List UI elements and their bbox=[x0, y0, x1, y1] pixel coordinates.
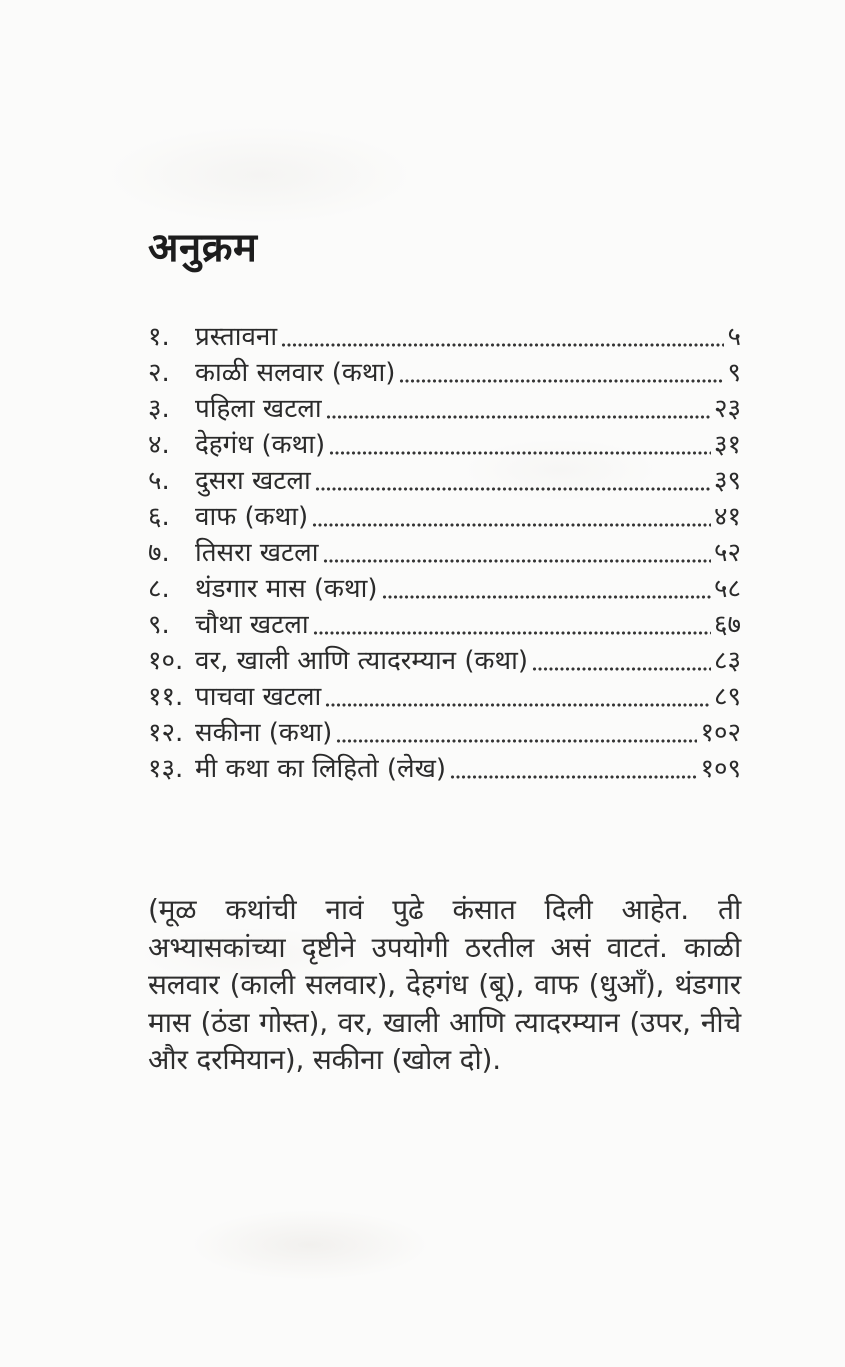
toc-entry-number: ८. bbox=[148, 574, 170, 604]
toc-entry-number: ७. bbox=[148, 538, 170, 568]
toc-entry-page: ४१ bbox=[713, 502, 741, 532]
toc-entry-page: १०९ bbox=[700, 754, 741, 784]
toc-entry-title: चौथा खटला bbox=[195, 610, 309, 640]
toc-entry-page: ५ bbox=[727, 322, 741, 352]
toc-entry: ८. थंडगार मास (कथा) ५८ bbox=[148, 571, 741, 607]
dot-leader bbox=[322, 556, 711, 566]
toc-entry-page: ५२ bbox=[713, 538, 741, 568]
dot-leader bbox=[450, 772, 698, 782]
dot-leader bbox=[336, 736, 698, 746]
dot-leader bbox=[531, 664, 711, 674]
toc-entry-number: १३. bbox=[148, 754, 184, 784]
toc-entry-number: ९. bbox=[148, 610, 170, 640]
toc-entry: ९. चौथा खटला ६७ bbox=[148, 607, 741, 643]
toc-entry: ७. तिसरा खटला ५२ bbox=[148, 535, 741, 571]
toc-entry-title: तिसरा खटला bbox=[195, 538, 319, 568]
toc-entry-title: थंडगार मास (कथा) bbox=[195, 574, 378, 604]
toc-entry-number: ६. bbox=[148, 502, 170, 532]
toc-entry-page: २३ bbox=[713, 394, 741, 424]
toc-entry-title: दुसरा खटला bbox=[195, 466, 311, 496]
toc-entry-number: ११. bbox=[148, 682, 184, 712]
toc-entry-page: १०२ bbox=[700, 718, 741, 748]
toc-entry-title: काळी सलवार (कथा) bbox=[195, 358, 396, 388]
toc-entry-title: वर, खाली आणि त्यादरम्यान (कथा) bbox=[195, 646, 528, 676]
toc-entry-title: पहिला खटला bbox=[195, 394, 322, 424]
dot-leader bbox=[312, 628, 711, 638]
toc-entry: ६. वाफ (कथा) ४१ bbox=[148, 499, 741, 535]
table-of-contents: १. प्रस्तावना ५ २. काळी सलवार (कथा) ९ ३.… bbox=[148, 319, 741, 787]
toc-entry-number: १०. bbox=[148, 646, 184, 676]
toc-entry-page: ५८ bbox=[713, 574, 741, 604]
toc-entry-page: ९ bbox=[727, 358, 741, 388]
toc-entry-page: ६७ bbox=[713, 610, 741, 640]
toc-entry-title: देहगंध (कथा) bbox=[195, 430, 326, 460]
dot-leader bbox=[312, 520, 711, 530]
toc-entry-number: २. bbox=[148, 358, 170, 388]
toc-entry-number: ४. bbox=[148, 430, 170, 460]
toc-entry-page: ८३ bbox=[713, 646, 741, 676]
toc-entry: ११. पाचवा खटला ८९ bbox=[148, 679, 741, 715]
dot-leader bbox=[399, 376, 725, 386]
toc-entry: २. काळी सलवार (कथा) ९ bbox=[148, 355, 741, 391]
toc-entry-title: मी कथा का लिहितो (लेख) bbox=[195, 754, 446, 784]
toc-entry: ५. दुसरा खटला ३९ bbox=[148, 463, 741, 499]
page-title: अनुक्रम bbox=[148, 225, 258, 271]
toc-entry-number: ३. bbox=[148, 394, 170, 424]
toc-entry: ४. देहगंध (कथा) ३१ bbox=[148, 427, 741, 463]
dot-leader bbox=[314, 484, 711, 494]
page-content: अनुक्रम १. प्रस्तावना ५ २. काळी सलवार (क… bbox=[148, 218, 741, 1079]
toc-entry-page: ३१ bbox=[713, 430, 741, 460]
translator-note: (मूळ कथांची नावं पुढे कंसात दिली आहेत. त… bbox=[148, 893, 741, 1076]
toc-entry-title: पाचवा खटला bbox=[195, 682, 322, 712]
toc-entry-title: प्रस्तावना bbox=[195, 322, 278, 352]
toc-entry-page: ८९ bbox=[713, 682, 741, 712]
toc-entry-number: १. bbox=[148, 322, 170, 352]
dot-leader bbox=[325, 412, 711, 422]
toc-entry-number: १२. bbox=[148, 718, 184, 748]
dot-leader bbox=[325, 700, 711, 710]
toc-entry: १३. मी कथा का लिहितो (लेख) १०९ bbox=[148, 751, 741, 787]
dot-leader bbox=[281, 340, 725, 350]
dot-leader bbox=[381, 592, 711, 602]
toc-entry: १. प्रस्तावना ५ bbox=[148, 319, 741, 355]
toc-entry-title: सकीना (कथा) bbox=[195, 718, 333, 748]
toc-entry-number: ५. bbox=[148, 466, 170, 496]
toc-entry-title: वाफ (कथा) bbox=[195, 502, 309, 532]
toc-entry-page: ३९ bbox=[713, 466, 741, 496]
toc-entry: १२. सकीना (कथा) १०२ bbox=[148, 715, 741, 751]
toc-entry: ३. पहिला खटला २३ bbox=[148, 391, 741, 427]
dot-leader bbox=[329, 448, 711, 458]
toc-entry: १०. वर, खाली आणि त्यादरम्यान (कथा) ८३ bbox=[148, 643, 741, 679]
